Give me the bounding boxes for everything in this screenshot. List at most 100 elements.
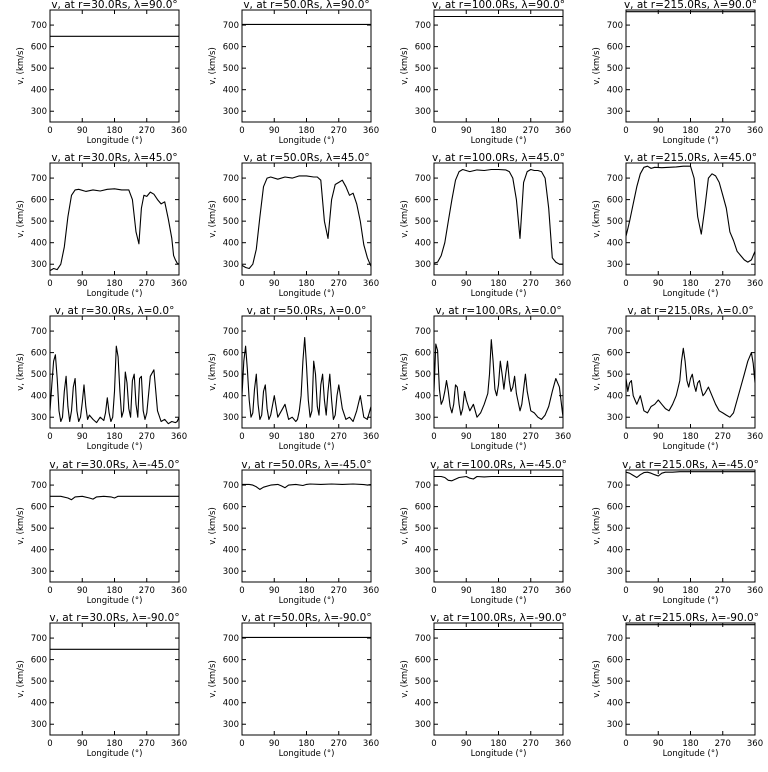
panel-7: v, at r=215.0Rs, λ=45.0° 0 90 180 270 360 300 4… — [592, 152, 763, 299]
y-tick-label: 400 — [415, 392, 431, 402]
x-tick-label: 180 — [298, 739, 314, 749]
panel-title: v, at r=100.0Rs, λ=-45.0° — [430, 459, 567, 471]
x-tick-label: 0 — [47, 279, 52, 289]
plot-frame — [625, 162, 756, 276]
y-axis-label: v, (km/s) — [592, 47, 602, 85]
plot-frame — [433, 162, 564, 276]
y-tick-label: 500 — [223, 64, 239, 74]
y-tick-label: 400 — [415, 86, 431, 96]
y-tick-label: 300 — [31, 260, 47, 270]
y-axis-label: v, (km/s) — [592, 660, 602, 698]
y-tick-label: 300 — [607, 413, 623, 423]
x-tick-label: 0 — [47, 739, 52, 749]
x-tick-label: 270 — [331, 432, 347, 442]
x-tick-label: 90 — [653, 739, 664, 749]
y-tick-label: 700 — [607, 634, 623, 644]
x-tick-label: 180 — [490, 279, 506, 289]
x-tick-label: 90 — [461, 432, 472, 442]
y-tick-label: 300 — [415, 567, 431, 577]
x-tick-label: 270 — [331, 126, 347, 136]
x-tick-label: 90 — [461, 586, 472, 596]
y-tick-label: 600 — [415, 656, 431, 666]
panel-15: v, at r=215.0Rs, λ=-45.0° 0 90 180 270 360 300… — [592, 459, 763, 606]
x-tick-label: 0 — [47, 432, 52, 442]
panel-3: v, at r=215.0Rs, λ=90.0° 0 90 180 270 360 300 4… — [592, 0, 763, 146]
y-tick-label: 300 — [31, 413, 47, 423]
panel-title: v, at r=100.0Rs, λ=90.0° — [432, 0, 565, 11]
x-tick-label: 360 — [747, 432, 763, 442]
x-axis-label: Longitude (°) — [663, 442, 719, 452]
x-tick-label: 360 — [171, 432, 187, 442]
y-tick-label: 300 — [223, 413, 239, 423]
x-tick-label: 0 — [623, 126, 628, 136]
panel-9: v, at r=50.0Rs, λ=0.0° 0 90 180 270 360 300 400… — [208, 305, 379, 452]
y-tick-label: 300 — [31, 720, 47, 730]
x-tick-label: 360 — [363, 586, 379, 596]
x-tick-label: 0 — [623, 586, 628, 596]
y-axis-label: v, (km/s) — [16, 47, 26, 85]
panel-title: v, at r=100.0Rs, λ=0.0° — [435, 305, 561, 317]
panel-title: v, at r=50.0Rs, λ=-90.0° — [241, 612, 371, 624]
panel-title: v, at r=100.0Rs, λ=-90.0° — [430, 612, 567, 624]
panel-12: v, at r=30.0Rs, λ=-45.0° 0 90 180 270 360 300 4… — [16, 459, 187, 606]
x-tick-label: 360 — [747, 126, 763, 136]
y-tick-label: 600 — [223, 656, 239, 666]
panel-title: v, at r=50.0Rs, λ=90.0° — [243, 0, 369, 11]
y-tick-label: 700 — [607, 327, 623, 337]
y-tick-label: 600 — [607, 349, 623, 359]
speed-line — [241, 336, 372, 423]
x-tick-label: 90 — [269, 126, 280, 136]
y-tick-label: 600 — [31, 43, 47, 53]
y-tick-label: 400 — [31, 392, 47, 402]
panel-0: v, at r=30.0Rs, λ=90.0° 0 90 180 270 360 300 40… — [16, 0, 187, 146]
panel-title: v, at r=30.0Rs, λ=-90.0° — [49, 612, 179, 624]
speed-line — [49, 345, 180, 425]
x-tick-label: 0 — [623, 432, 628, 442]
plot-frame — [241, 469, 372, 583]
panel-title: v, at r=215.0Rs, λ=0.0° — [627, 305, 753, 317]
y-tick-label: 600 — [223, 196, 239, 206]
x-tick-label: 90 — [269, 432, 280, 442]
y-tick-label: 300 — [223, 260, 239, 270]
y-tick-label: 700 — [607, 21, 623, 31]
y-tick-label: 400 — [415, 699, 431, 709]
y-tick-label: 700 — [31, 21, 47, 31]
y-tick-label: 300 — [415, 260, 431, 270]
y-tick-label: 700 — [415, 481, 431, 491]
y-tick-label: 500 — [607, 524, 623, 534]
y-tick-label: 400 — [607, 546, 623, 556]
x-tick-label: 0 — [623, 739, 628, 749]
panel-10: v, at r=100.0Rs, λ=0.0° 0 90 180 270 360 300 40… — [400, 305, 571, 452]
x-tick-label: 270 — [523, 126, 539, 136]
x-tick-label: 0 — [431, 432, 436, 442]
y-tick-label: 400 — [223, 392, 239, 402]
x-tick-label: 360 — [747, 279, 763, 289]
y-tick-label: 500 — [415, 64, 431, 74]
panel-title: v, at r=50.0Rs, λ=45.0° — [243, 152, 369, 164]
x-axis-label: Longitude (°) — [279, 596, 335, 606]
x-tick-label: 180 — [106, 432, 122, 442]
panel-13: v, at r=50.0Rs, λ=-45.0° 0 90 180 270 360 300 4… — [208, 459, 379, 606]
panel-title: v, at r=30.0Rs, λ=45.0° — [51, 152, 177, 164]
speed-line — [433, 339, 564, 420]
x-tick-label: 180 — [490, 739, 506, 749]
speed-line — [434, 475, 563, 482]
plot-frame — [241, 162, 372, 276]
y-tick-label: 500 — [223, 524, 239, 534]
y-tick-label: 700 — [31, 634, 47, 644]
y-tick-label: 300 — [31, 567, 47, 577]
speed-line — [50, 495, 179, 501]
x-tick-label: 90 — [269, 586, 280, 596]
y-axis-label: v, (km/s) — [400, 353, 410, 391]
y-tick-label: 500 — [31, 677, 47, 687]
x-tick-label: 360 — [555, 126, 571, 136]
panel-title: v, at r=215.0Rs, λ=-90.0° — [622, 612, 759, 624]
x-axis-label: Longitude (°) — [87, 596, 143, 606]
x-axis-label: Longitude (°) — [663, 596, 719, 606]
y-axis-label: v, (km/s) — [592, 353, 602, 391]
x-tick-label: 180 — [106, 126, 122, 136]
x-tick-label: 270 — [523, 279, 539, 289]
x-tick-label: 360 — [363, 432, 379, 442]
speed-line — [49, 188, 180, 272]
x-tick-label: 90 — [77, 739, 88, 749]
